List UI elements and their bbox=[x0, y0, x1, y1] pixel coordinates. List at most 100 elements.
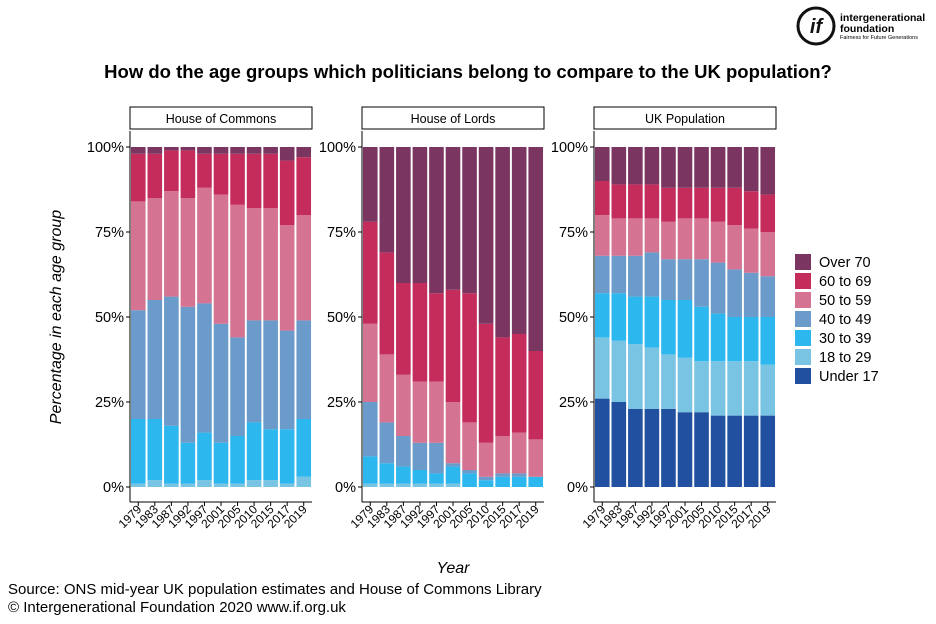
bar-uk-population-2005-18-to-29 bbox=[694, 361, 709, 413]
bar-house-of-lords-1979-40-to-49 bbox=[362, 402, 378, 457]
y-tick-label-house-of-lords-2: 50% bbox=[327, 310, 356, 326]
bar-house-of-lords-1992-30-to-39 bbox=[412, 470, 428, 484]
bar-house-of-commons-1983-30-to-39 bbox=[147, 419, 163, 481]
bar-house-of-lords-2017-30-to-39 bbox=[511, 476, 527, 487]
bar-house-of-lords-1983-30-to-39 bbox=[379, 463, 395, 484]
bar-uk-population-1987-50-to-59 bbox=[628, 218, 643, 256]
bar-house-of-commons-2019-50-to-59 bbox=[296, 215, 312, 321]
bar-house-of-lords-1987-30-to-39 bbox=[396, 466, 411, 484]
legend-label-40-to-49: 40 to 49 bbox=[819, 312, 871, 328]
bar-house-of-lords-2017-over-70 bbox=[511, 147, 527, 334]
bar-house-of-lords-2010-30-to-39 bbox=[478, 480, 494, 487]
bar-house-of-lords-2005-40-to-49 bbox=[462, 470, 477, 474]
bar-uk-population-2015-50-to-59 bbox=[727, 225, 742, 270]
bar-house-of-lords-1992-60-to-69 bbox=[412, 283, 428, 382]
bar-house-of-lords-2019-50-to-59 bbox=[528, 439, 544, 477]
bar-house-of-commons-2010-40-to-49 bbox=[246, 320, 262, 423]
bar-uk-population-1979-60-to-69 bbox=[594, 181, 610, 215]
bar-house-of-lords-1992-50-to-59 bbox=[412, 381, 428, 443]
legend-label-18-to-29: 18 to 29 bbox=[819, 350, 871, 366]
bar-house-of-commons-2001-40-to-49 bbox=[213, 323, 229, 443]
bar-house-of-lords-1987-50-to-59 bbox=[396, 374, 411, 436]
bar-house-of-lords-1997-18-to-29 bbox=[429, 483, 444, 487]
bar-house-of-commons-2017-60-to-69 bbox=[279, 160, 295, 226]
logo-tagline: Fairness for Future Generations bbox=[840, 35, 918, 41]
bar-house-of-lords-1987-60-to-69 bbox=[396, 283, 411, 375]
panel-strip-house-of-lords bbox=[361, 106, 545, 130]
bar-house-of-lords-2010-40-to-49 bbox=[478, 476, 494, 481]
logo-org-name: intergenerational foundation bbox=[840, 13, 936, 35]
y-tick-label-uk-population-2: 50% bbox=[559, 310, 588, 326]
bar-uk-population-1997-50-to-59 bbox=[661, 221, 676, 260]
logo-org-line2: foundation bbox=[840, 23, 895, 35]
bar-house-of-commons-2001-50-to-59 bbox=[213, 194, 229, 324]
bar-house-of-lords-1979-over-70 bbox=[362, 147, 378, 222]
bar-house-of-commons-1997-over-70 bbox=[197, 147, 212, 154]
bar-house-of-lords-2005-30-to-39 bbox=[462, 473, 477, 487]
bar-house-of-lords-2015-40-to-49 bbox=[495, 473, 510, 477]
bar-house-of-commons-2017-18-to-29 bbox=[279, 483, 295, 487]
bar-uk-population-2017-under-17 bbox=[743, 415, 759, 487]
bar-house-of-lords-2015-50-to-59 bbox=[495, 436, 510, 474]
bar-house-of-commons-2001-over-70 bbox=[213, 147, 229, 154]
bar-house-of-commons-2010-60-to-69 bbox=[246, 153, 262, 209]
bar-house-of-commons-2010-50-to-59 bbox=[246, 208, 262, 321]
bar-house-of-commons-2015-40-to-49 bbox=[263, 320, 278, 430]
bar-uk-population-2017-18-to-29 bbox=[743, 361, 759, 416]
bar-uk-population-2015-60-to-69 bbox=[727, 187, 742, 226]
y-tick-label-house-of-commons-1: 25% bbox=[95, 395, 124, 411]
legend-swatch-under-17 bbox=[795, 368, 811, 384]
bar-uk-population-2019-60-to-69 bbox=[760, 194, 776, 232]
bar-uk-population-1997-60-to-69 bbox=[661, 187, 676, 222]
legend-swatch-50-to-59 bbox=[795, 292, 811, 308]
bar-house-of-commons-1997-50-to-59 bbox=[197, 187, 212, 304]
bar-house-of-lords-2005-60-to-69 bbox=[462, 293, 477, 423]
bar-house-of-lords-1997-50-to-59 bbox=[429, 381, 444, 443]
bar-uk-population-1983-under-17 bbox=[611, 402, 627, 487]
bar-house-of-commons-2005-50-to-59 bbox=[230, 204, 245, 338]
bar-house-of-lords-2001-50-to-59 bbox=[445, 402, 461, 464]
bar-uk-population-2019-under-17 bbox=[760, 415, 776, 487]
bar-house-of-lords-2015-over-70 bbox=[495, 147, 510, 338]
bar-house-of-lords-1979-18-to-29 bbox=[362, 483, 378, 487]
bar-uk-population-2017-40-to-49 bbox=[743, 272, 759, 317]
y-tick-label-uk-population-3: 75% bbox=[559, 225, 588, 241]
y-tick-label-house-of-commons-0: 0% bbox=[103, 480, 124, 496]
y-tick-label-uk-population-4: 100% bbox=[551, 140, 588, 156]
bar-house-of-lords-2015-60-to-69 bbox=[495, 337, 510, 436]
bar-uk-population-2015-30-to-39 bbox=[727, 317, 742, 362]
bar-house-of-lords-1983-40-to-49 bbox=[379, 422, 395, 464]
bar-uk-population-2015-18-to-29 bbox=[727, 361, 742, 416]
bar-uk-population-2010-60-to-69 bbox=[710, 187, 726, 222]
bar-house-of-lords-1983-60-to-69 bbox=[379, 252, 395, 355]
legend-label-50-to-59: 50 to 59 bbox=[819, 293, 871, 309]
bar-uk-population-1997-over-70 bbox=[661, 147, 676, 188]
bar-house-of-commons-2001-18-to-29 bbox=[213, 483, 229, 487]
logo-mark-text: if bbox=[810, 16, 825, 38]
bar-house-of-lords-2005-50-to-59 bbox=[462, 422, 477, 470]
bar-house-of-commons-2001-30-to-39 bbox=[213, 442, 229, 484]
legend-label-over-70: Over 70 bbox=[819, 255, 871, 271]
bar-uk-population-1987-30-to-39 bbox=[628, 296, 643, 345]
y-tick-label-house-of-commons-4: 100% bbox=[87, 140, 124, 156]
bar-house-of-lords-2010-50-to-59 bbox=[478, 442, 494, 477]
bar-uk-population-2017-50-to-59 bbox=[743, 228, 759, 273]
bar-uk-population-2001-40-to-49 bbox=[677, 259, 693, 300]
bar-uk-population-1979-50-to-59 bbox=[594, 215, 610, 256]
bar-house-of-commons-1987-60-to-69 bbox=[164, 150, 179, 192]
bar-uk-population-2010-over-70 bbox=[710, 147, 726, 188]
bar-house-of-commons-2015-60-to-69 bbox=[263, 153, 278, 209]
bar-house-of-commons-1983-18-to-29 bbox=[147, 480, 163, 487]
logo: if intergenerational foundation Fairness… bbox=[796, 6, 936, 48]
bar-uk-population-1979-30-to-39 bbox=[594, 293, 610, 338]
bar-uk-population-1983-18-to-29 bbox=[611, 340, 627, 402]
bar-uk-population-2019-50-to-59 bbox=[760, 232, 776, 277]
logo-org-line1: intergenerational bbox=[840, 12, 926, 24]
bar-uk-population-2019-40-to-49 bbox=[760, 276, 776, 317]
bar-house-of-lords-1997-30-to-39 bbox=[429, 473, 444, 484]
bar-uk-population-2005-50-to-59 bbox=[694, 218, 709, 260]
bar-house-of-commons-1997-40-to-49 bbox=[197, 303, 212, 433]
bar-house-of-lords-2015-30-to-39 bbox=[495, 476, 510, 487]
bar-house-of-lords-2010-over-70 bbox=[478, 147, 494, 324]
bar-uk-population-2017-60-to-69 bbox=[743, 191, 759, 229]
